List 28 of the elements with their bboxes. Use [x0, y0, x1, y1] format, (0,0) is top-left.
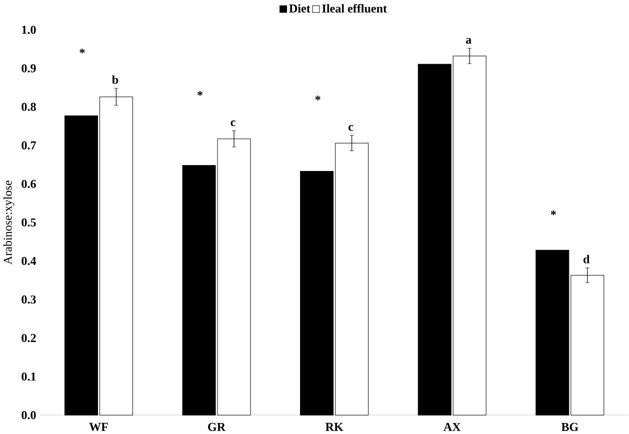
- y-tick-label: 1.0: [22, 26, 36, 34]
- annotation: b: [112, 75, 118, 84]
- y-tick-label: 0.5: [22, 218, 36, 226]
- annotation: c: [348, 124, 354, 131]
- y-tick-label: 0.1: [22, 372, 36, 380]
- annotation: d: [584, 254, 590, 264]
- annotation: *: [80, 48, 85, 54]
- annotation: a: [466, 38, 472, 44]
- y-tick-label: 0.0: [22, 410, 36, 420]
- x-tick-label: BG: [561, 422, 578, 431]
- annotation: *: [198, 90, 203, 96]
- x-tick-label: GR: [208, 422, 226, 431]
- annotation: *: [550, 210, 556, 215]
- annotation: c: [230, 120, 236, 126]
- y-tick-label: 0.9: [22, 64, 36, 72]
- y-tick-label: 0.3: [22, 295, 36, 304]
- y-tick-label: 0.6: [22, 180, 36, 188]
- legend-label: Diet: [289, 4, 310, 12]
- y-tick-label: 0.2: [22, 334, 36, 342]
- y-tick-label: 0.8: [22, 102, 36, 111]
- y-axis-title: Arabinose:xylose: [3, 180, 14, 264]
- x-tick-label: WF: [89, 422, 108, 431]
- x-tick-label: AX: [444, 422, 461, 431]
- x-tick-label: RK: [325, 422, 344, 431]
- annotation: *: [315, 96, 320, 100]
- y-tick-label: 0.7: [22, 141, 36, 150]
- legend-label: Ileal effluent: [322, 4, 387, 12]
- y-tick-label: 0.4: [22, 256, 36, 265]
